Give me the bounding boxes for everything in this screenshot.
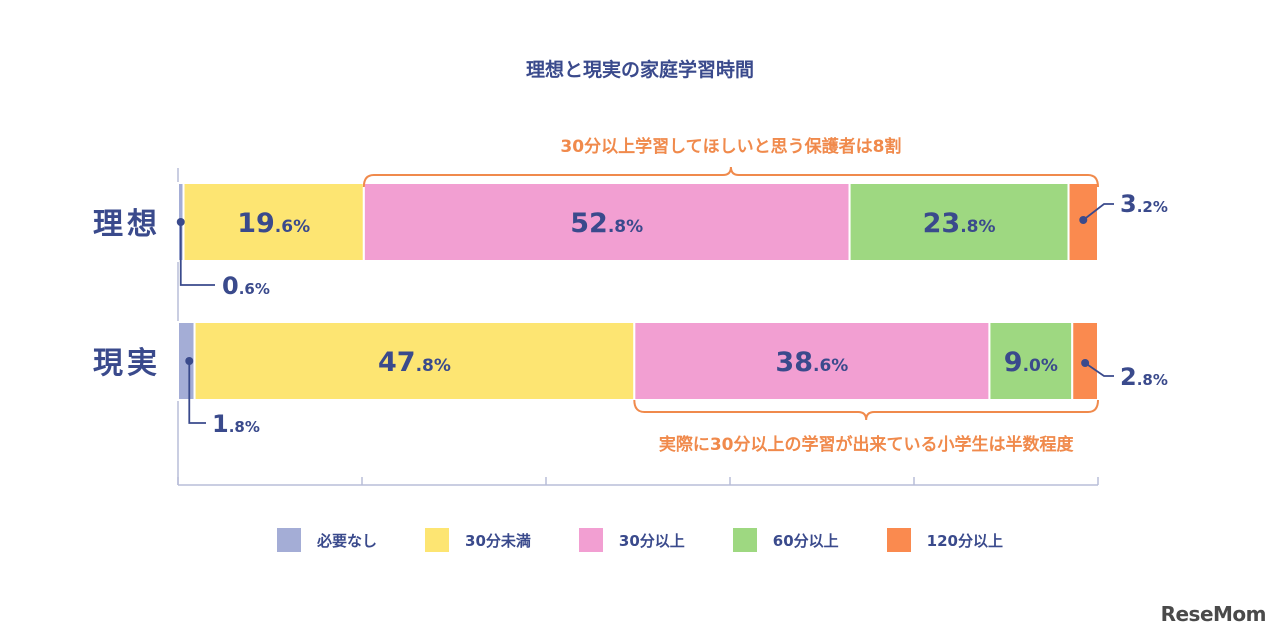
data-label: 0.6%: [222, 272, 270, 300]
bar-segment: [633, 321, 991, 401]
legend-item: 60分以上: [732, 528, 839, 552]
data-label: 1.8%: [212, 410, 260, 438]
bar-segment: [988, 321, 1074, 401]
legend-label: 60分以上: [772, 531, 839, 550]
legend-item: 30分未満: [425, 528, 531, 552]
callout-line: [188, 361, 206, 424]
legend-swatch: [732, 528, 757, 552]
legend-swatch: [886, 528, 911, 552]
category-label: 理想: [93, 207, 161, 242]
data-label: 52.8%: [570, 208, 643, 239]
data-label: 2.8%: [1120, 363, 1168, 391]
annotation-ideal: 30分以上学習してほしいと思う保護者は8割: [560, 136, 901, 157]
annotation-brace: [633, 399, 1099, 421]
legend: 必要なし 30分未満 30分以上 60分以上 120分以上: [0, 528, 1280, 552]
legend-swatch: [277, 528, 302, 552]
annotation-brace: [362, 166, 1099, 188]
chart-title: 理想と現実の家庭学習時間: [526, 58, 754, 81]
callout-line: [179, 222, 215, 286]
data-label: 19.6%: [237, 208, 310, 239]
data-label: 3.2%: [1120, 190, 1168, 218]
bar-segment: [362, 182, 851, 262]
legend-label: 30分未満: [465, 531, 531, 550]
bar-segment: [182, 182, 365, 262]
data-label: 47.8%: [378, 347, 451, 378]
data-label: 38.6%: [775, 347, 848, 378]
legend-swatch: [425, 528, 450, 552]
bar-segment: [1067, 182, 1100, 262]
bar-segment: [193, 321, 636, 401]
legend-label: 必要なし: [317, 531, 378, 550]
data-label: 23.8%: [923, 208, 996, 239]
legend-item: 30分以上: [578, 528, 685, 552]
category-label: 現実: [93, 346, 161, 381]
annotation-reality: 実際に30分以上の学習が出来ている小学生は半数程度: [659, 434, 1075, 455]
legend-label: 30分以上: [618, 531, 685, 550]
resemom-logo: ReseMom: [1160, 602, 1267, 626]
data-label: 9.0%: [1004, 347, 1058, 378]
legend-item: 必要なし: [277, 528, 377, 552]
callout-line: [1082, 203, 1114, 221]
legend-item: 120分以上: [886, 528, 1003, 552]
legend-swatch: [578, 528, 603, 552]
callout-line: [1084, 362, 1114, 377]
bar-segment: [848, 182, 1070, 262]
legend-label: 120分以上: [926, 531, 1003, 550]
